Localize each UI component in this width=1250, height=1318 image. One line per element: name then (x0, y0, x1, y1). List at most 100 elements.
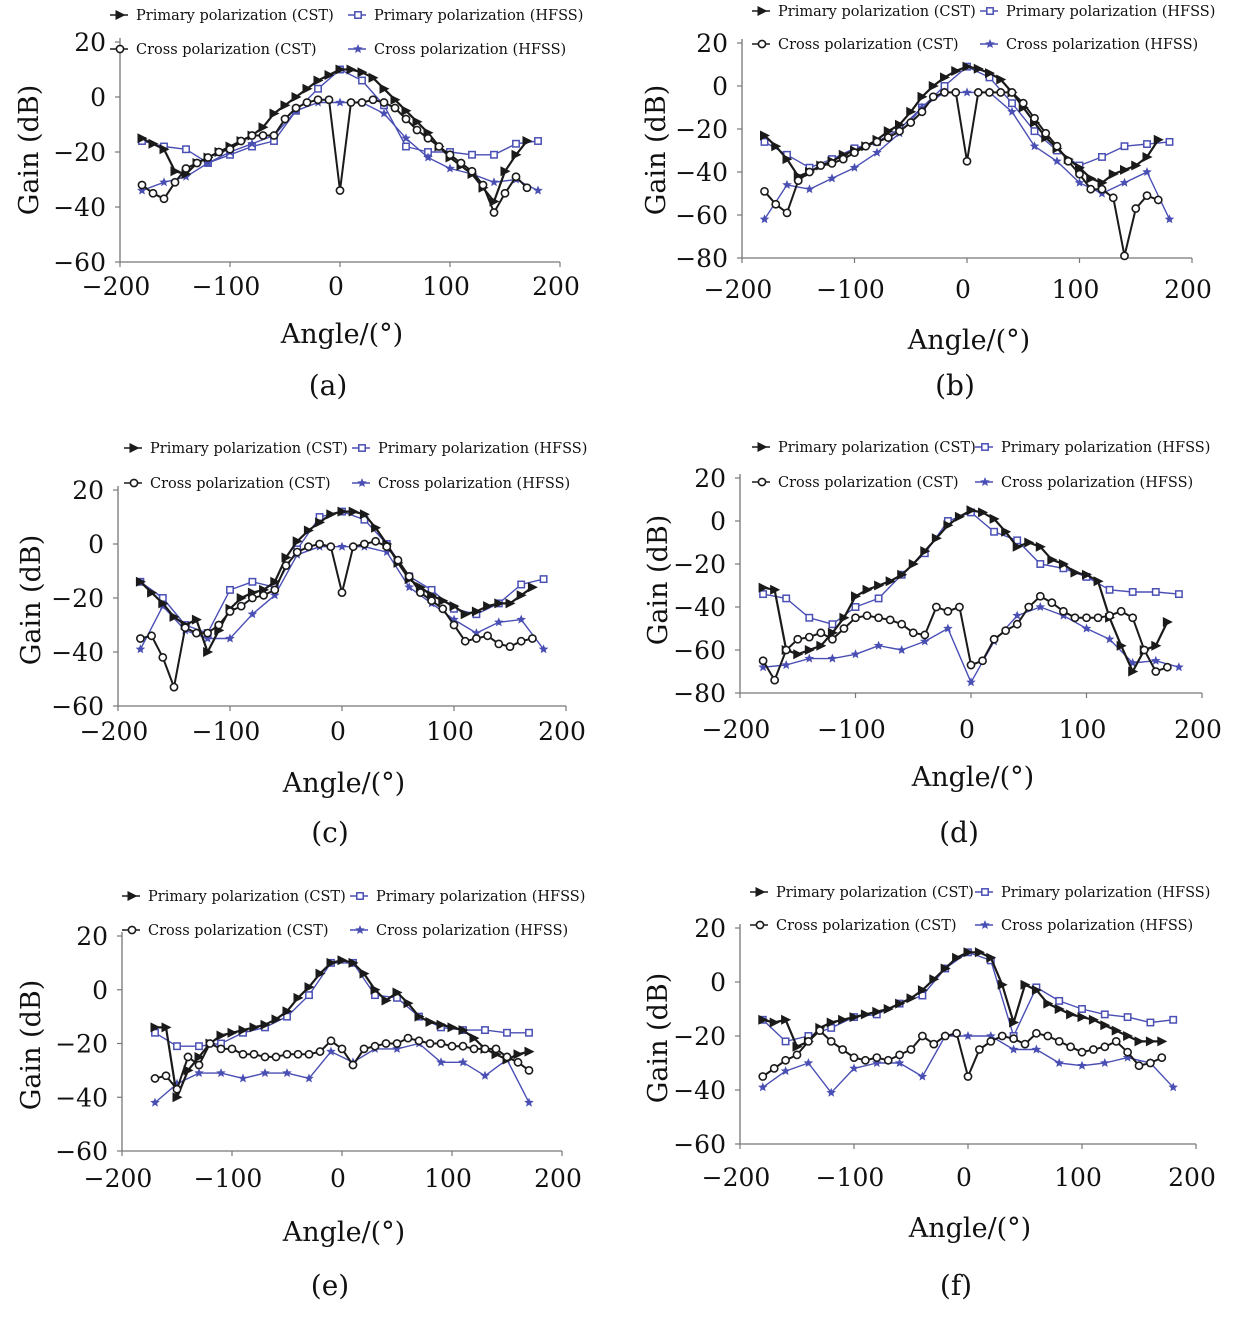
data-point (839, 612, 850, 623)
legend-marker (980, 920, 990, 929)
data-point (838, 154, 848, 164)
data-point (183, 1052, 193, 1062)
panel-caption: (f) (940, 1269, 972, 1302)
legend-marker (757, 39, 767, 49)
data-point (804, 653, 815, 663)
data-point (203, 628, 212, 638)
series-line (763, 606, 1180, 683)
data-point (303, 542, 313, 552)
legend-label: Cross polarization (CST) (148, 923, 329, 939)
data-point (247, 138, 257, 148)
x-axis-label: Angle/(°) (282, 1217, 405, 1248)
data-point (872, 147, 882, 157)
series-line (141, 68, 539, 164)
legend-label: Primary polarization (CST) (778, 4, 976, 20)
data-point (161, 1071, 171, 1081)
data-point (438, 595, 449, 606)
data-point (313, 75, 324, 86)
data-point (758, 1082, 768, 1092)
data-point (249, 1022, 260, 1033)
data-point (1047, 598, 1057, 608)
data-point (302, 98, 312, 107)
data-point (402, 142, 410, 151)
legend-label: Cross polarization (HFSS) (378, 476, 570, 492)
data-point (1063, 156, 1073, 166)
legend-label: Cross polarization (CST) (136, 42, 317, 58)
legend-entry-primary-hfss: Primary polarization (HFSS) (352, 441, 587, 457)
data-point (1054, 1004, 1065, 1014)
data-point (1074, 177, 1085, 187)
data-point (849, 1053, 859, 1062)
data-point (471, 634, 481, 643)
data-point (793, 649, 804, 660)
data-point (203, 158, 213, 167)
legend-label: Primary polarization (HFSS) (1001, 440, 1210, 456)
legend-marker (757, 477, 767, 487)
data-point (1105, 611, 1114, 620)
data-point (986, 952, 997, 963)
data-point (1162, 662, 1172, 672)
data-point (906, 993, 917, 1004)
legend: Primary polarization (CST) Primary polari… (750, 885, 1210, 934)
data-point (315, 539, 324, 549)
data-point (940, 1031, 950, 1041)
y-tick-label: 0 (92, 976, 108, 1005)
legend-label: Primary polarization (CST) (778, 440, 976, 456)
data-point (481, 1026, 489, 1035)
x-tick-label: 100 (426, 717, 474, 746)
data-point (804, 1037, 813, 1046)
legend-label: Cross polarization (CST) (778, 475, 959, 491)
data-point (489, 208, 499, 217)
panel-caption: (a) (309, 369, 348, 402)
y-tick-label: −60 (51, 692, 104, 721)
data-point (1035, 541, 1046, 552)
legend-label: Primary polarization (HFSS) (374, 8, 583, 24)
data-point (816, 161, 826, 170)
legend-label: Cross polarization (CST) (778, 37, 959, 53)
data-point (929, 1039, 939, 1049)
data-point (1128, 588, 1137, 596)
data-point (1131, 160, 1142, 171)
data-point (1105, 585, 1114, 594)
data-point (1142, 151, 1153, 162)
data-point (917, 91, 928, 102)
data-point (1058, 559, 1069, 569)
data-point (1070, 567, 1081, 578)
data-point (1030, 113, 1039, 123)
data-point (135, 634, 145, 643)
data-point (952, 952, 963, 963)
data-point (291, 92, 302, 102)
data-point (423, 152, 433, 162)
data-point (357, 98, 367, 107)
data-point (258, 122, 269, 133)
data-point (897, 569, 908, 580)
data-point (269, 131, 279, 140)
data-point (827, 173, 837, 183)
data-point (348, 506, 359, 517)
data-point (281, 561, 291, 570)
data-point (963, 1031, 973, 1040)
data-point (975, 1045, 984, 1054)
data-point (849, 162, 860, 172)
legend-entry-cross-cst: Cross polarization (CST) (752, 475, 959, 491)
data-point (346, 98, 356, 107)
data-point (918, 1031, 927, 1041)
data-point (985, 68, 995, 79)
data-point (952, 1028, 961, 1038)
y-tick-label: −60 (673, 1130, 726, 1159)
data-point (225, 144, 235, 154)
y-tick-label: 20 (76, 922, 108, 951)
data-point (522, 183, 532, 193)
legend-marker (127, 925, 137, 935)
data-point (291, 103, 301, 113)
data-point (1139, 645, 1149, 655)
data-point (170, 166, 181, 177)
x-axis-label: Angle/(°) (280, 319, 403, 350)
data-point (172, 1092, 183, 1103)
data-point (917, 102, 927, 112)
x-tick-label: −200 (702, 1163, 771, 1192)
data-point (401, 105, 412, 116)
data-point (392, 1039, 402, 1048)
data-point (194, 1068, 204, 1078)
